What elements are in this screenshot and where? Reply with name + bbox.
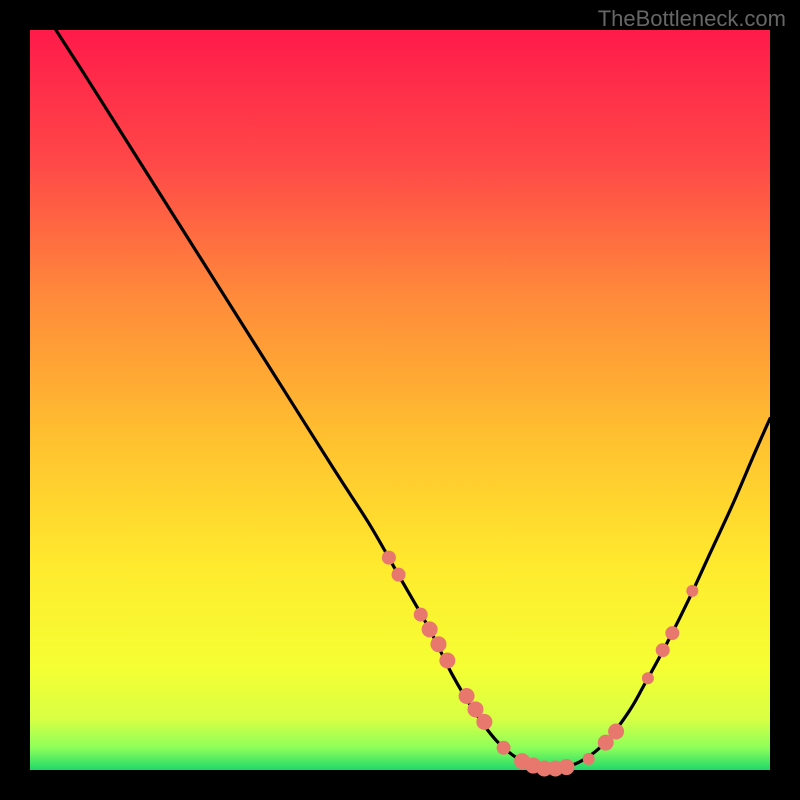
chart-svg (30, 30, 770, 770)
curve-marker (608, 724, 624, 740)
curve-marker (497, 741, 511, 755)
watermark-text: TheBottleneck.com (598, 6, 786, 32)
curve-marker (686, 585, 698, 597)
curve-marker (665, 626, 679, 640)
bottleneck-curve (56, 30, 770, 769)
curve-marker (642, 672, 654, 684)
curve-marker (476, 714, 492, 730)
curve-marker (459, 688, 475, 704)
plot-area (30, 30, 770, 770)
curve-marker (392, 568, 406, 582)
curve-marker (559, 759, 575, 775)
curve-marker (583, 753, 595, 765)
curve-markers (382, 551, 698, 777)
curve-marker (422, 621, 438, 637)
curve-marker (382, 551, 396, 565)
curve-marker (414, 608, 428, 622)
curve-marker (430, 636, 446, 652)
curve-marker (656, 643, 670, 657)
curve-marker (439, 652, 455, 668)
